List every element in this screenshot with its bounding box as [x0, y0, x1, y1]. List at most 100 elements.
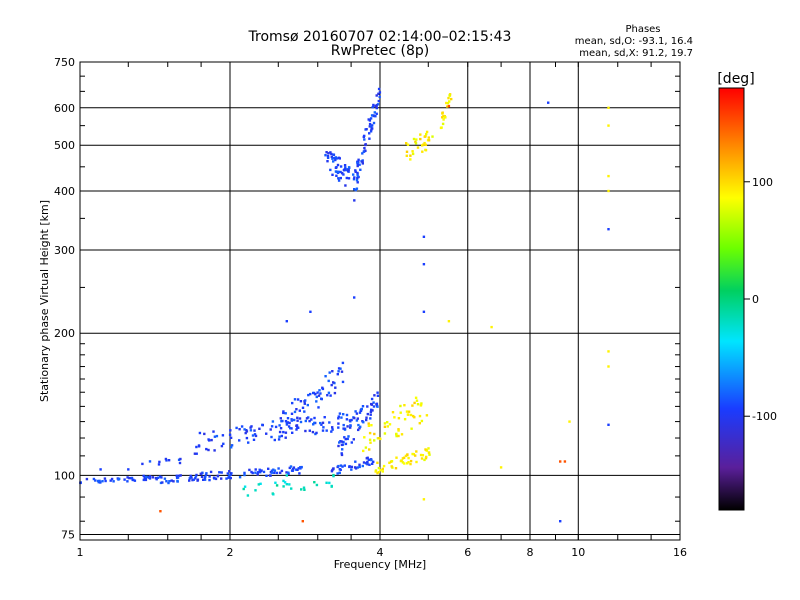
data-point: [251, 471, 254, 475]
data-point: [405, 150, 409, 153]
data-point: [337, 170, 340, 173]
data-point: [373, 394, 376, 397]
data-point: [304, 429, 307, 433]
data-point: [397, 417, 401, 420]
data-point: [127, 468, 130, 471]
data-point: [427, 447, 430, 450]
data-point: [376, 391, 379, 394]
data-point: [243, 428, 246, 431]
data-point: [247, 441, 250, 444]
data-point: [288, 466, 291, 470]
data-point: [441, 122, 445, 126]
data-point: [287, 425, 291, 428]
data-point: [290, 427, 293, 430]
data-point: [356, 163, 359, 166]
data-point: [307, 416, 310, 419]
data-point: [320, 397, 323, 400]
data-point: [343, 436, 346, 439]
data-point: [243, 485, 247, 488]
data-point: [329, 168, 332, 172]
data-point: [259, 482, 262, 485]
data-point: [356, 175, 359, 178]
data-point: [277, 438, 281, 441]
data-point: [293, 418, 296, 422]
data-point: [254, 434, 258, 438]
data-point: [193, 452, 197, 455]
data-point: [411, 452, 414, 456]
data-point: [278, 430, 282, 434]
data-point: [383, 425, 387, 428]
data-point: [343, 164, 347, 167]
data-point: [340, 443, 344, 447]
data-point: [109, 479, 112, 482]
data-point: [374, 115, 377, 118]
data-point: [295, 424, 298, 427]
data-point: [414, 396, 418, 399]
data-point: [353, 296, 356, 299]
data-point: [292, 466, 296, 469]
data-point: [406, 413, 410, 416]
gridlines: [80, 62, 680, 540]
data-point: [126, 480, 129, 483]
x-tick-label: 10: [571, 546, 585, 559]
data-point: [308, 429, 311, 432]
data-point: [331, 370, 334, 373]
data-point: [422, 235, 426, 238]
data-point: [151, 476, 155, 479]
x-tick-label: 16: [673, 546, 687, 559]
data-point: [363, 134, 366, 138]
data-point: [358, 411, 362, 414]
data-point: [366, 412, 369, 416]
data-point: [331, 428, 334, 431]
data-point: [373, 439, 376, 442]
data-point: [368, 119, 372, 122]
data-point: [228, 433, 232, 436]
data-point: [126, 476, 129, 479]
data-point: [356, 181, 359, 184]
data-point: [414, 454, 417, 457]
data-point: [443, 116, 447, 119]
data-point: [243, 471, 246, 475]
y-axis-label: Stationary phase Virtual Height [km]: [38, 200, 51, 402]
data-point: [285, 320, 288, 323]
data-point: [230, 472, 233, 475]
data-point: [336, 373, 339, 376]
data-point: [383, 432, 387, 435]
data-point: [369, 413, 372, 416]
data-point: [327, 379, 330, 383]
data-point: [409, 154, 412, 157]
data-point: [163, 477, 167, 480]
data-point: [364, 446, 368, 449]
data-point: [427, 136, 430, 139]
colorbar-label: [deg]: [717, 71, 754, 87]
data-point: [427, 451, 431, 454]
data-point: [133, 479, 137, 482]
data-point: [378, 91, 382, 94]
data-point: [405, 154, 408, 157]
data-point: [405, 142, 408, 145]
data-point: [148, 460, 152, 463]
data-point: [324, 375, 327, 378]
data-point: [282, 479, 285, 483]
data-point: [375, 106, 378, 109]
data-point: [393, 416, 396, 419]
data-point: [160, 476, 163, 479]
data-point: [202, 478, 205, 481]
data-point: [382, 464, 386, 468]
data-point: [423, 141, 426, 145]
data-point: [220, 477, 223, 480]
data-point: [347, 169, 350, 173]
data-point: [409, 413, 413, 417]
data-point: [425, 132, 428, 136]
data-point: [170, 479, 173, 482]
data-point: [284, 431, 288, 434]
data-point: [547, 101, 550, 104]
data-point: [319, 392, 322, 395]
data-point: [148, 476, 151, 479]
data-point: [291, 467, 295, 471]
data-point: [352, 178, 356, 181]
data-point: [327, 391, 331, 394]
data-point: [326, 160, 329, 163]
data-point: [406, 462, 409, 465]
data-point: [442, 114, 445, 118]
